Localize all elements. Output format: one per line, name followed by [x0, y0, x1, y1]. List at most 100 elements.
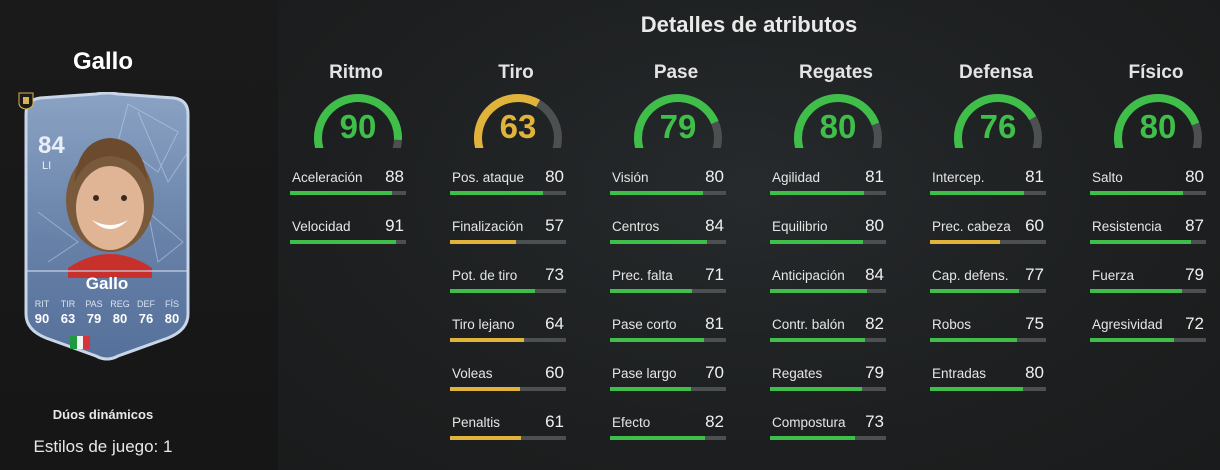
- gauge-fill: [314, 94, 402, 148]
- gauge-fill: [634, 94, 719, 148]
- attribute-name: Penaltis: [452, 415, 501, 430]
- attribute-bar-track: [770, 289, 886, 293]
- card-stat-label: DEF: [137, 299, 155, 309]
- category-value: 80: [819, 108, 857, 145]
- category-value: 79: [659, 108, 697, 145]
- attribute-bar-track: [290, 191, 406, 195]
- attribute-name: Fuerza: [1092, 268, 1135, 283]
- attribute-value: 80: [865, 216, 884, 235]
- attribute-name: Entradas: [932, 366, 987, 381]
- card-stat-passing: PAS 79: [82, 299, 106, 326]
- attribute-bar-fill: [930, 387, 1023, 391]
- attribute-bar-fill: [770, 338, 866, 342]
- attribute-value: 75: [1025, 314, 1044, 333]
- category-gauge: [314, 94, 402, 148]
- attribute-row: Pos. ataque 80: [450, 167, 566, 200]
- attribute-value: 73: [865, 412, 884, 431]
- attribute-name: Voleas: [452, 366, 493, 381]
- attribute-value: 82: [705, 412, 724, 431]
- attribute-bar-fill: [930, 191, 1024, 195]
- attribute-value: 57: [545, 216, 564, 235]
- attribute-bar-fill: [450, 338, 525, 342]
- attribute-value: 61: [545, 412, 564, 431]
- attribute-bar-fill: [610, 436, 706, 440]
- category-label: Ritmo: [329, 62, 383, 83]
- club-badge-icon: [18, 92, 34, 110]
- card-background: [24, 92, 190, 361]
- attribute-bar-fill: [770, 240, 863, 244]
- attribute-bar-fill: [450, 436, 521, 440]
- attribute-bar-fill: [450, 191, 543, 195]
- attribute-name: Anticipación: [772, 268, 845, 283]
- attribute-row: Salto 80: [1090, 167, 1206, 200]
- card-stat-physical: FÍS 80: [160, 299, 184, 326]
- attribute-bar-fill: [930, 338, 1017, 342]
- category-gauge: [954, 94, 1042, 148]
- attribute-bar-track: [450, 191, 566, 195]
- attribute-name: Resistencia: [1092, 219, 1162, 234]
- attribute-bar-track: [290, 240, 406, 244]
- attribute-value: 87: [1185, 216, 1204, 235]
- attribute-bar-fill: [770, 289, 868, 293]
- attribute-bar-track: [770, 191, 886, 195]
- attribute-row: Finalización 57: [450, 216, 566, 249]
- card-stat-label: FÍS: [164, 299, 179, 309]
- attribute-value: 88: [385, 167, 404, 186]
- attribute-bar-track: [930, 191, 1046, 195]
- attribute-name: Equilibrio: [772, 219, 828, 234]
- attribute-row: Prec. falta 71: [610, 265, 726, 298]
- attribute-bar-track: [450, 387, 566, 391]
- category-label: Regates: [799, 62, 873, 83]
- attribute-name: Compostura: [772, 415, 846, 430]
- attribute-value: 80: [1025, 363, 1044, 382]
- attribute-row: Contr. balón 82: [770, 314, 886, 347]
- card-position: LI: [42, 160, 52, 172]
- player-card[interactable]: 84 LI Gallo RIT 90 TIR 63 PAS 79 REG 80 …: [18, 92, 196, 362]
- attribute-bar-track: [450, 436, 566, 440]
- card-stat-value: 80: [112, 311, 128, 326]
- category-label: Físico: [1128, 62, 1184, 83]
- attribute-bar-fill: [770, 191, 864, 195]
- attributes-panel: [278, 0, 1220, 470]
- card-stat-label: TIR: [60, 299, 76, 309]
- italy-flag-icon: [70, 336, 91, 349]
- category-value: 76: [979, 108, 1017, 145]
- gauge-fill: [794, 94, 880, 148]
- attribute-bar-fill: [770, 436, 855, 440]
- attribute-value: 84: [865, 265, 884, 284]
- category-value: 63: [499, 108, 537, 145]
- card-subtitle: Dúos dinámicos: [52, 407, 154, 422]
- card-stat-label: REG: [110, 299, 130, 309]
- attribute-row: Centros 84: [610, 216, 726, 249]
- attribute-bar-track: [610, 191, 726, 195]
- card-stat-defending: DEF 76: [134, 299, 158, 326]
- attribute-value: 64: [545, 314, 564, 333]
- attribute-bar-track: [450, 289, 566, 293]
- attribute-bar-track: [770, 387, 886, 391]
- attribute-row: Regates 79: [770, 363, 886, 396]
- attribute-name: Pase corto: [612, 317, 677, 332]
- card-stat-value: 63: [60, 311, 76, 326]
- attribute-bar-track: [450, 240, 566, 244]
- attribute-row: Anticipación 84: [770, 265, 886, 298]
- attribute-bar-fill: [450, 240, 517, 244]
- attribute-bar-fill: [1090, 289, 1182, 293]
- card-stat-shooting: TIR 63: [56, 299, 80, 326]
- card-stat-value: 79: [86, 311, 102, 326]
- attribute-bar-fill: [1090, 338, 1174, 342]
- playstyles-count[interactable]: Estilos de juego: 1: [33, 437, 173, 456]
- gauge-fill: [474, 94, 541, 148]
- attribute-bar-track: [1090, 289, 1206, 293]
- attribute-value: 72: [1185, 314, 1204, 333]
- attribute-bar-fill: [1090, 191, 1183, 195]
- attribute-value: 81: [705, 314, 724, 333]
- attribute-row: Entradas 80: [930, 363, 1046, 396]
- attribute-row: Agilidad 81: [770, 167, 886, 200]
- category-gauge: [1114, 94, 1202, 148]
- attribute-value: 79: [1185, 265, 1204, 284]
- attribute-value: 81: [1025, 167, 1044, 186]
- attribute-bar-track: [610, 436, 726, 440]
- gauge-fill: [1114, 94, 1200, 148]
- attribute-row: Voleas 60: [450, 363, 566, 396]
- attribute-name: Aceleración: [292, 170, 363, 185]
